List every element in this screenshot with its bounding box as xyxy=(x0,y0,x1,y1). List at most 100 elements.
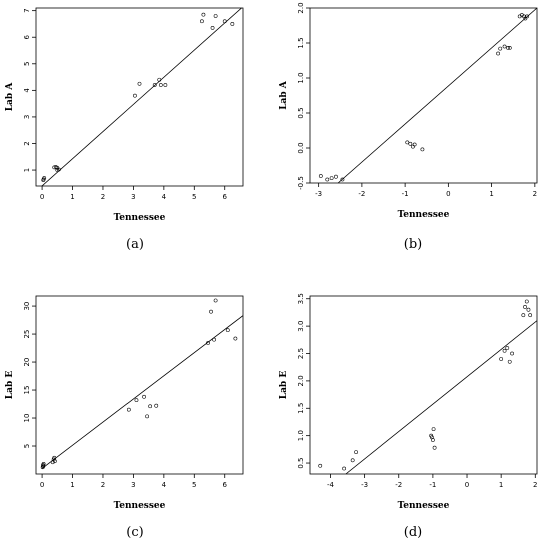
x-tick-label: -2 xyxy=(395,481,402,489)
x-tick-label: -1 xyxy=(429,481,436,489)
data-point xyxy=(334,174,338,179)
data-point xyxy=(222,19,227,24)
data-point xyxy=(510,351,514,356)
y-tick-label: 1.5 xyxy=(297,403,305,414)
plot-frame xyxy=(309,7,538,184)
data-point xyxy=(41,464,46,469)
data-point xyxy=(521,313,526,318)
data-point xyxy=(505,346,510,350)
data-point xyxy=(152,83,157,87)
data-point xyxy=(528,313,533,318)
y-tick-label: 0.5 xyxy=(297,457,305,468)
y-tick-label: 3.0 xyxy=(297,321,305,332)
data-point xyxy=(163,83,168,87)
data-point xyxy=(137,81,142,86)
data-point xyxy=(233,336,238,341)
x-tick-label: 5 xyxy=(192,193,196,201)
data-point xyxy=(502,44,507,49)
data-point xyxy=(148,404,153,409)
x-tick-label: 3 xyxy=(131,481,135,489)
data-point xyxy=(213,14,218,18)
data-point xyxy=(134,398,139,403)
data-point xyxy=(230,22,235,26)
data-point xyxy=(431,427,436,431)
x-tick-label: -2 xyxy=(358,190,365,198)
y-tick-label: 0.0 xyxy=(297,142,305,153)
data-point xyxy=(200,19,204,24)
x-tick-label: 1 xyxy=(499,481,503,489)
y-tick-label: 4 xyxy=(23,88,31,93)
data-point xyxy=(154,403,159,408)
y-tick-label: 2.0 xyxy=(297,375,305,386)
x-tick-label: 2 xyxy=(101,193,105,201)
y-axis-label: Lab E xyxy=(279,371,289,400)
x-axis-label: Tennessee xyxy=(114,501,166,511)
x-tick-label: 0 xyxy=(446,190,450,198)
data-point xyxy=(55,168,60,172)
data-point xyxy=(430,438,435,442)
data-point xyxy=(126,407,131,412)
panel-b: -3 -2 -1 0 1 2 -0.5 0.0 0.5 1.0 1.5 2.0 Tennessee Lab… xyxy=(279,2,538,220)
data-point xyxy=(213,298,218,303)
x-tick-label: -1 xyxy=(402,190,409,198)
data-point xyxy=(526,307,531,312)
x-tick-label: 0 xyxy=(40,193,44,201)
data-point xyxy=(432,445,437,450)
caption-a: (a) xyxy=(126,237,144,252)
y-axis-label: Lab E xyxy=(5,371,15,400)
x-tick-label: 4 xyxy=(162,481,167,489)
x-tick-label: 6 xyxy=(223,193,228,201)
data-point xyxy=(340,177,345,182)
x-axis-label: Tennessee xyxy=(398,210,450,220)
x-tick-label: 0 xyxy=(465,481,469,489)
data-point xyxy=(502,348,507,353)
data-point xyxy=(210,26,215,30)
data-point xyxy=(52,459,57,464)
data-point xyxy=(325,177,330,182)
x-tick-label: 1 xyxy=(70,481,74,489)
y-tick-label: 5 xyxy=(23,444,31,448)
data-point xyxy=(318,463,323,468)
data-point xyxy=(507,46,512,50)
y-tick-label: 7 xyxy=(23,8,31,12)
data-point xyxy=(499,357,504,361)
y-tick-label: 30 xyxy=(23,302,31,311)
y-tick-label: 2.5 xyxy=(297,348,305,359)
data-point xyxy=(523,305,527,309)
data-point xyxy=(206,341,210,345)
fit-line xyxy=(41,315,243,469)
data-point xyxy=(329,176,334,181)
y-tick-label: 6 xyxy=(23,34,31,39)
y-tick-label: -0.5 xyxy=(297,176,305,190)
data-point xyxy=(498,46,503,51)
data-point xyxy=(225,328,230,333)
x-axis-label: Tennessee xyxy=(114,213,166,223)
y-tick-label: 15 xyxy=(23,386,31,395)
y-tick-label: 10 xyxy=(23,414,31,423)
y-tick-label: 25 xyxy=(23,330,31,339)
x-tick-label: 5 xyxy=(192,481,196,489)
fit-line xyxy=(337,8,537,183)
x-tick-label: -3 xyxy=(361,481,368,489)
plot-frame xyxy=(35,7,244,187)
x-tick-label: -4 xyxy=(327,481,335,489)
y-tick-label: 5 xyxy=(23,62,31,66)
x-tick-label: 2 xyxy=(533,481,537,489)
fit-line xyxy=(41,8,243,186)
data-point xyxy=(145,414,150,419)
data-point xyxy=(342,466,347,471)
x-axis-label: Tennessee xyxy=(398,501,450,511)
y-tick-label: 1 xyxy=(23,168,31,172)
y-tick-label: 1.5 xyxy=(297,37,305,48)
y-tick-label: 3.5 xyxy=(297,293,305,304)
y-axis-label: Lab A xyxy=(5,82,15,112)
panel-c: 0 1 2 3 4 5 6 5 10 15 20 25 30 Tennessee Lab E xyxy=(5,295,244,511)
x-tick-label: 6 xyxy=(223,481,228,489)
y-axis-label: Lab A xyxy=(279,80,289,110)
y-tick-label: 2.0 xyxy=(297,2,305,13)
data-point xyxy=(142,394,146,399)
plot-frame xyxy=(309,295,538,475)
data-point xyxy=(354,450,358,454)
data-point xyxy=(405,140,410,145)
